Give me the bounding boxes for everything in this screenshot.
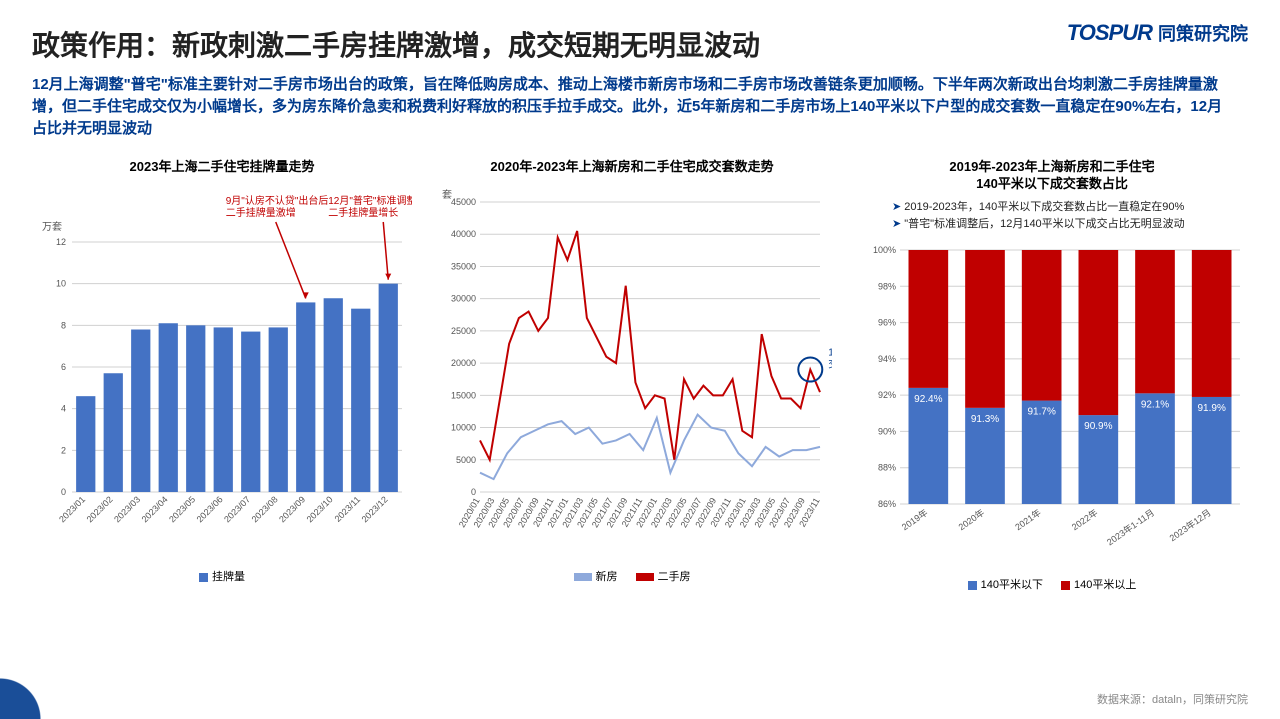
svg-text:二手挂牌量激增: 二手挂牌量激增 [226, 206, 296, 219]
chart3-bullets: 2019-2023年，140平米以下成交套数占比一直稳定在90% "普宅"标准调… [852, 199, 1185, 232]
svg-text:5000: 5000 [456, 455, 476, 465]
chart3-legend-0: 140平米以下 [981, 579, 1043, 591]
page-subtitle: 12月上海调整"普宅"标准主要针对二手房市场出台的政策，旨在降低购房成本、推动上… [32, 74, 1232, 139]
svg-text:90.9%: 90.9% [1084, 421, 1112, 432]
svg-text:96%: 96% [878, 318, 896, 328]
svg-text:万套: 万套 [42, 220, 62, 233]
svg-text:35000: 35000 [451, 262, 476, 272]
svg-text:交仅微增: 交仅微增 [828, 358, 832, 371]
logo-text: 同策研究院 [1158, 20, 1248, 46]
chart3-bullet-1: "普宅"标准调整后，12月140平米以下成交占比无明显波动 [892, 216, 1185, 233]
svg-text:2023/03: 2023/03 [112, 494, 142, 524]
svg-text:6: 6 [61, 362, 66, 372]
chart2-legend: 新房 二手房 [574, 568, 691, 584]
svg-text:2023年1-11月: 2023年1-11月 [1104, 507, 1156, 548]
chart2-legend-1: 二手房 [658, 571, 691, 583]
svg-text:10000: 10000 [451, 423, 476, 433]
svg-text:2023/10: 2023/10 [305, 494, 335, 524]
chart2-legend-0: 新房 [596, 571, 618, 583]
svg-text:25000: 25000 [451, 326, 476, 336]
svg-text:45000: 45000 [451, 197, 476, 207]
svg-text:98%: 98% [878, 281, 896, 291]
svg-text:92.4%: 92.4% [914, 394, 942, 405]
svg-text:91.3%: 91.3% [971, 414, 999, 425]
chart2-svg: 套050001000015000200002500030000350004000… [432, 182, 832, 562]
svg-text:30000: 30000 [451, 294, 476, 304]
svg-text:40000: 40000 [451, 229, 476, 239]
svg-text:10: 10 [56, 279, 66, 289]
svg-text:2023/04: 2023/04 [140, 494, 170, 524]
chart2-container: 2020年-2023年上海新房和二手住宅成交套数走势 套050001000015… [432, 159, 832, 592]
chart3-legend-1: 140平米以上 [1074, 579, 1136, 591]
svg-text:二手挂牌量增长: 二手挂牌量增长 [328, 206, 398, 219]
data-source: 数据来源：dataln，同策研究院 [1097, 691, 1248, 707]
corner-decoration [0, 659, 80, 719]
svg-text:2023/12: 2023/12 [360, 494, 390, 524]
svg-text:94%: 94% [878, 354, 896, 364]
svg-text:0: 0 [471, 487, 476, 497]
chart3-title-line1: 2019年-2023年上海新房和二手住宅 [949, 159, 1154, 176]
page-title: 政策作用：新政刺激二手房挂牌激增，成交短期无明显波动 [32, 24, 1248, 64]
svg-text:100%: 100% [873, 245, 896, 255]
svg-text:91.7%: 91.7% [1027, 407, 1055, 418]
chart1-legend: 挂牌量 [199, 568, 245, 584]
svg-text:88%: 88% [878, 463, 896, 473]
svg-text:2023年12月: 2023年12月 [1167, 507, 1213, 544]
svg-text:90%: 90% [878, 426, 896, 436]
svg-text:12月"普宅"标准调整后: 12月"普宅"标准调整后 [328, 194, 412, 207]
svg-text:8: 8 [61, 320, 66, 330]
chart2-title: 2020年-2023年上海新房和二手住宅成交套数走势 [490, 159, 773, 176]
svg-text:20000: 20000 [451, 358, 476, 368]
chart1-legend-label: 挂牌量 [212, 571, 245, 583]
svg-text:2023/06: 2023/06 [195, 494, 225, 524]
svg-text:92.1%: 92.1% [1141, 399, 1169, 410]
svg-text:2022年: 2022年 [1069, 507, 1099, 533]
chart3-svg: 86% 88% 90% 92% 94% 96% 98% 100% 92.4% 2019年 91.3%… [852, 240, 1252, 570]
svg-text:86%: 86% [878, 499, 896, 509]
svg-text:2023/02: 2023/02 [85, 494, 115, 524]
svg-text:2021年: 2021年 [1013, 507, 1043, 533]
svg-text:2023/09: 2023/09 [277, 494, 307, 524]
svg-text:2023/05: 2023/05 [167, 494, 197, 524]
svg-text:12月二手住宅成: 12月二手住宅成 [828, 346, 832, 359]
svg-text:12: 12 [56, 237, 66, 247]
chart3-title-line2: 140平米以下成交套数占比 [949, 176, 1154, 193]
svg-text:2020年: 2020年 [956, 507, 986, 533]
svg-text:91.9%: 91.9% [1197, 403, 1225, 414]
svg-text:2023/08: 2023/08 [250, 494, 280, 524]
svg-text:2: 2 [61, 445, 66, 455]
svg-text:2023/07: 2023/07 [222, 494, 252, 524]
chart3-legend: 140平米以下 140平米以上 [968, 576, 1137, 592]
charts-row: 2023年上海二手住宅挂牌量走势 万套0246810122023/012023/… [32, 159, 1248, 592]
svg-text:9月"认房不认贷"出台后: 9月"认房不认贷"出台后 [226, 194, 329, 207]
svg-text:92%: 92% [878, 390, 896, 400]
svg-text:2023/01: 2023/01 [57, 494, 87, 524]
svg-text:2019年: 2019年 [899, 507, 929, 533]
svg-text:4: 4 [61, 404, 66, 414]
svg-text:0: 0 [61, 487, 66, 497]
chart1-svg: 万套0246810122023/012023/022023/032023/042… [32, 182, 412, 562]
chart1-container: 2023年上海二手住宅挂牌量走势 万套0246810122023/012023/… [32, 159, 412, 592]
chart1-title: 2023年上海二手住宅挂牌量走势 [130, 159, 315, 176]
svg-text:2023/11: 2023/11 [333, 494, 363, 524]
chart3-title: 2019年-2023年上海新房和二手住宅 140平米以下成交套数占比 [949, 159, 1154, 193]
brand-logo: TOSPUR 同策研究院 [1067, 20, 1248, 46]
logo-mark: TOSPUR [1067, 20, 1152, 46]
chart3-bullet-0: 2019-2023年，140平米以下成交套数占比一直稳定在90% [892, 199, 1185, 216]
chart3-container: 2019年-2023年上海新房和二手住宅 140平米以下成交套数占比 2019-… [852, 159, 1252, 592]
svg-text:15000: 15000 [451, 390, 476, 400]
